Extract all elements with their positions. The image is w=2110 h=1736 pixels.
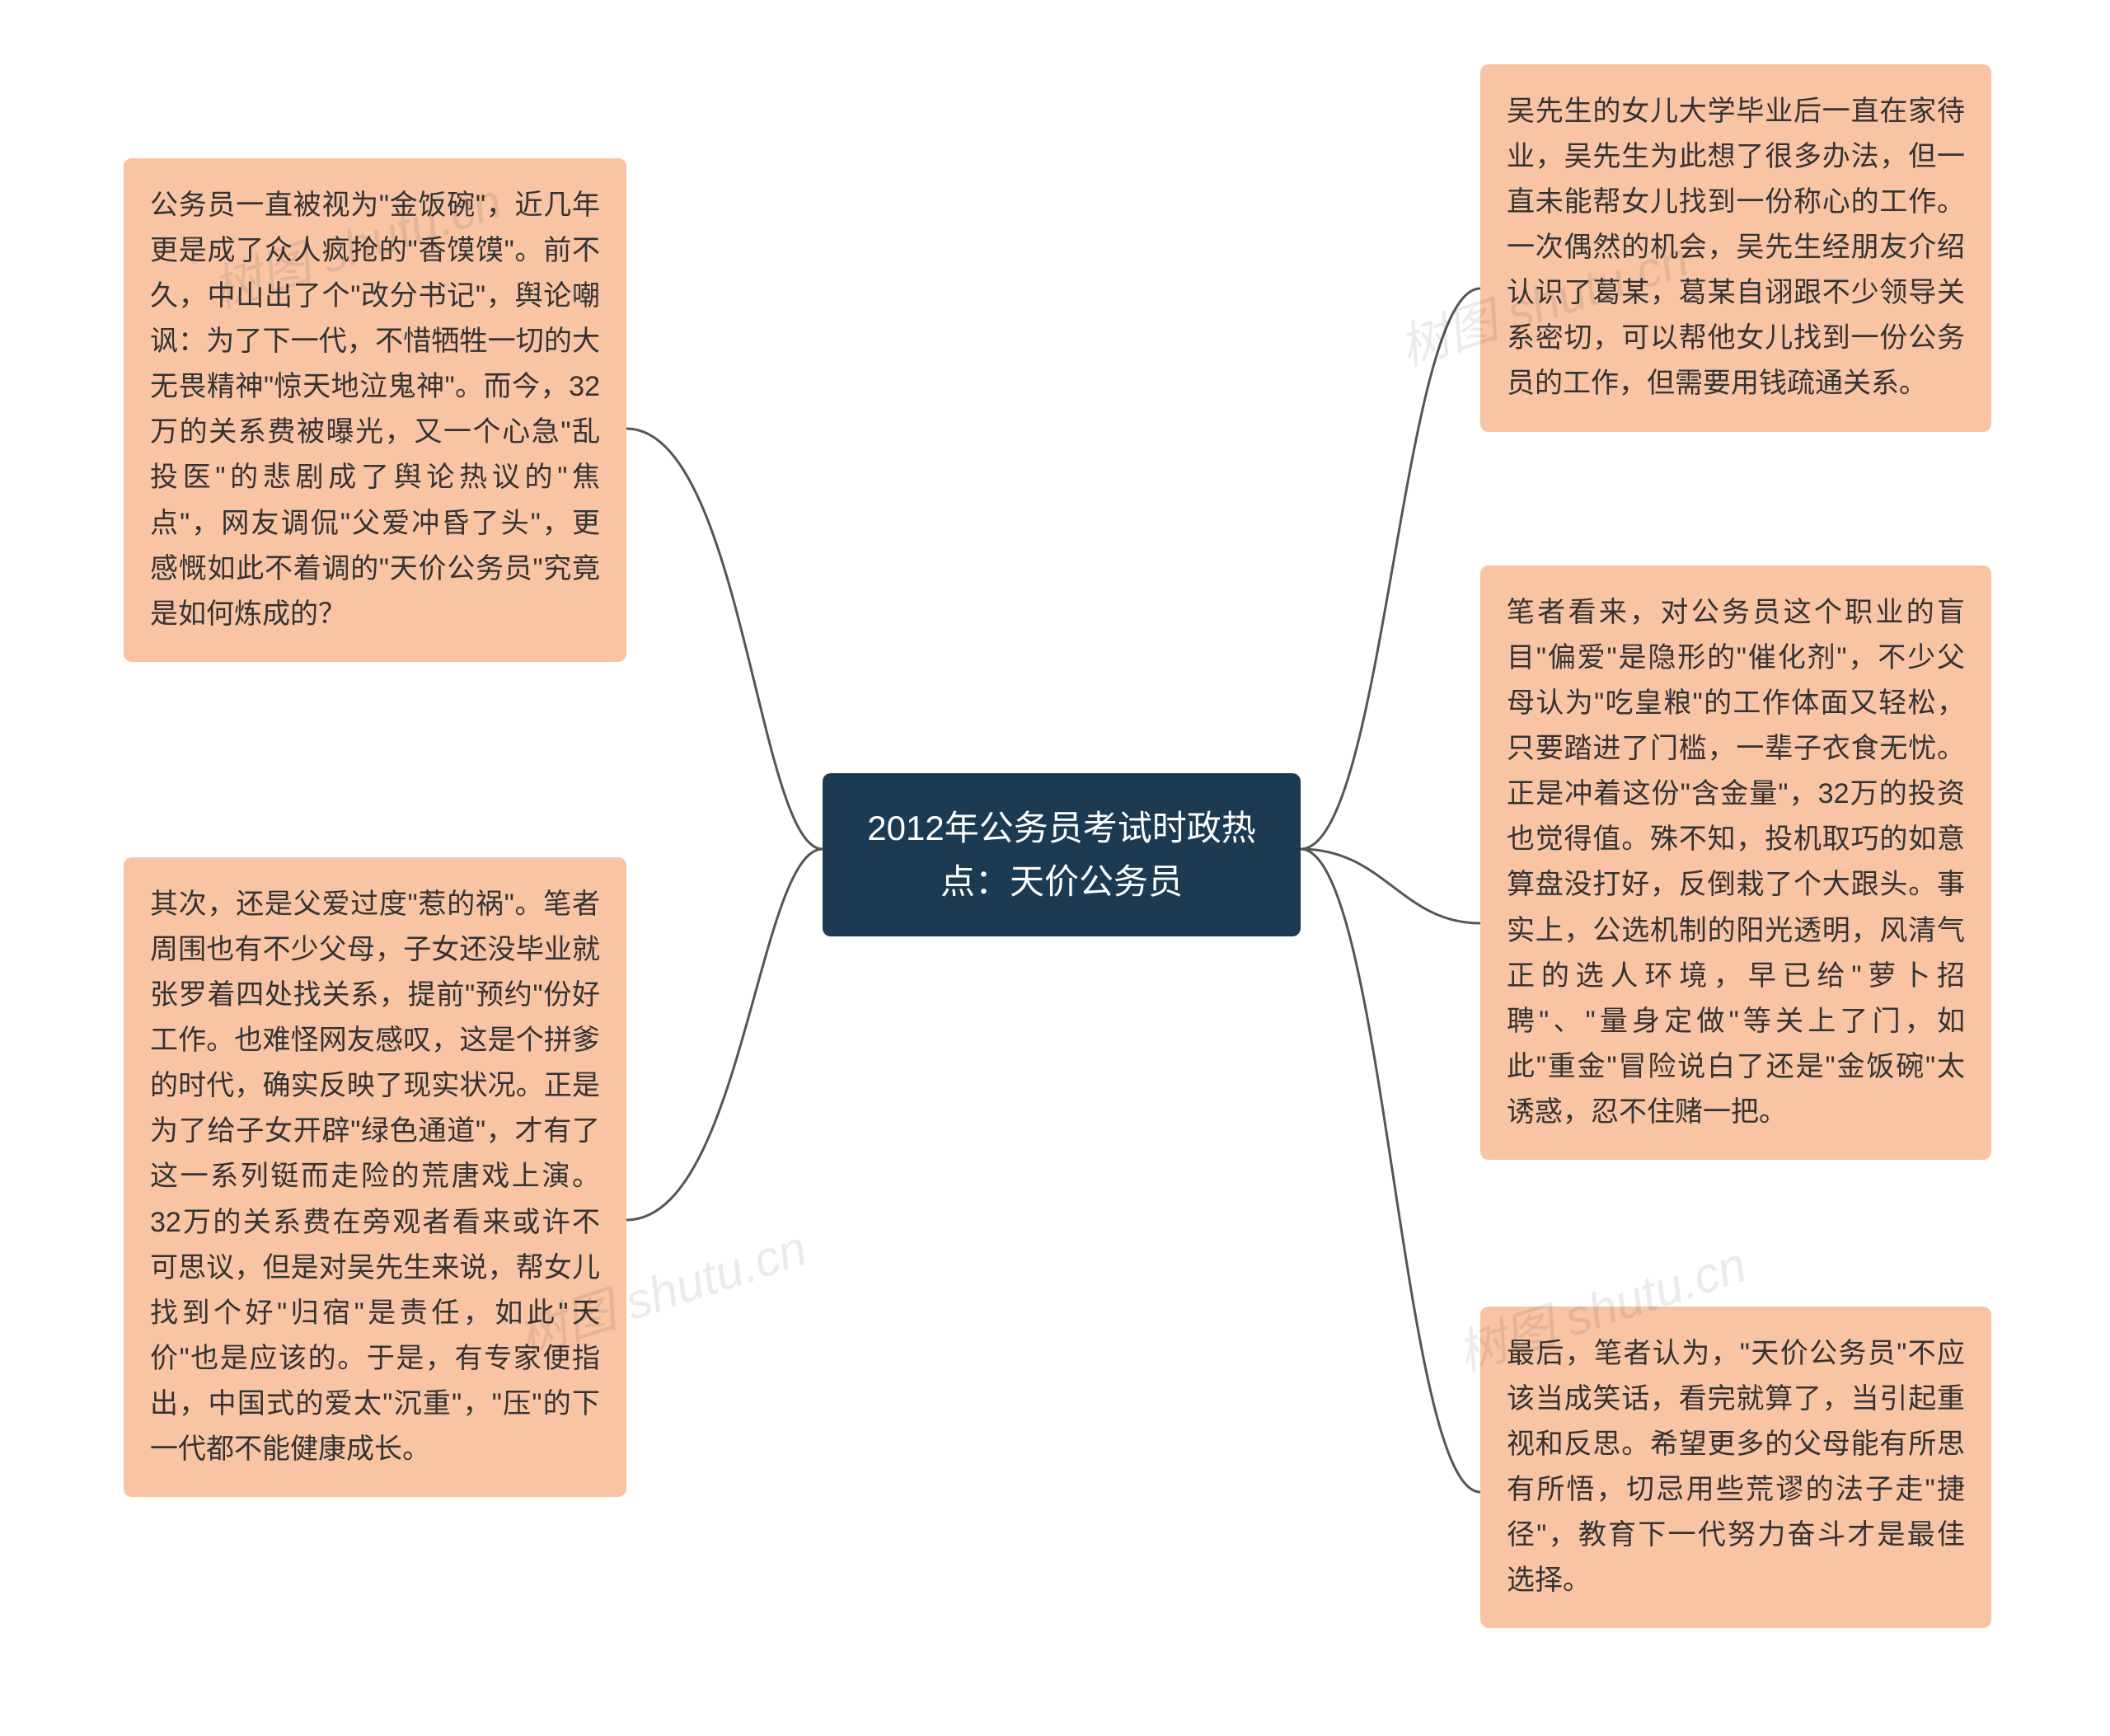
left-leaf-1: 其次，还是父爱过度"惹的祸"。笔者周围也有不少父母，子女还没毕业就张罗着四处找关… bbox=[124, 857, 626, 1497]
connector-4 bbox=[1301, 849, 1480, 1492]
left-leaf-0: 公务员一直被视为"金饭碗"，近几年更是成了众人疯抢的"香馍馍"。前不久，中山出了… bbox=[124, 158, 626, 662]
right-leaf-1: 笔者看来，对公务员这个职业的盲目"偏爱"是隐形的"催化剂"，不少父母认为"吃皇粮… bbox=[1480, 565, 1991, 1160]
connector-3 bbox=[1301, 849, 1480, 923]
connector-1 bbox=[626, 849, 823, 1220]
right-leaf-2: 最后，笔者认为，"天价公务员"不应该当成笑话，看完就算了，当引起重视和反思。希望… bbox=[1480, 1307, 1991, 1628]
center-node: 2012年公务员考试时政热点：天价公务员 bbox=[823, 773, 1301, 936]
right-leaf-0: 吴先生的女儿大学毕业后一直在家待业，吴先生为此想了很多办法，但一直未能帮女儿找到… bbox=[1480, 64, 1991, 432]
connector-0 bbox=[626, 429, 823, 849]
connector-2 bbox=[1301, 289, 1480, 849]
